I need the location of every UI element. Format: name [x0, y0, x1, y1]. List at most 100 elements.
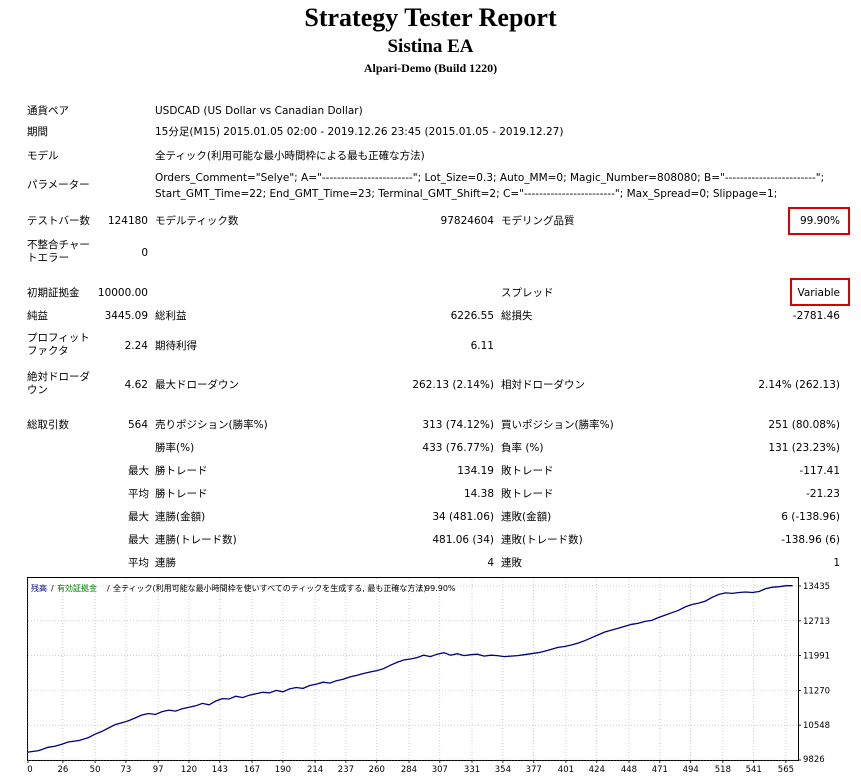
- mismatch-value: 0: [141, 247, 148, 259]
- abs-drawdown-value: 4.62: [124, 379, 148, 391]
- max-cons-count-word: 最大: [128, 534, 149, 546]
- max-cons-losses-label: 連敗(金額): [501, 511, 552, 523]
- rel-drawdown-label: 相対ドローダウン: [501, 379, 585, 391]
- avg-loss-label: 敗トレード: [501, 488, 554, 500]
- x-tick-label: 50: [90, 765, 101, 775]
- bars-label: テストバー数: [27, 215, 90, 227]
- y-tick-label: 11991: [803, 652, 830, 662]
- largest-loss-value: -117.41: [799, 465, 840, 477]
- short-positions-label: 売りポジション(勝率%): [155, 419, 268, 431]
- x-tick-label: 448: [621, 765, 637, 775]
- max-cons-loss-value: -138.96 (6): [781, 534, 840, 546]
- symbol-label: 通貨ペア: [27, 105, 69, 117]
- avg-loss-value: -21.23: [806, 488, 840, 500]
- legend-sep-1: /: [51, 584, 54, 593]
- x-tick-label: 284: [401, 765, 417, 775]
- legend-sep-2: /: [107, 584, 110, 593]
- quality-highlight-box: [788, 207, 850, 235]
- max-cons-loss-label: 連敗(トレード数): [501, 534, 583, 546]
- x-tick-label: 401: [558, 765, 574, 775]
- gross-loss-label: 総損失: [501, 310, 533, 322]
- rel-drawdown-value: 2.14% (262.13): [758, 379, 840, 391]
- total-trades-label: 総取引数: [27, 419, 69, 431]
- period-label: 期間: [27, 126, 48, 138]
- mismatch-label: 不整合チャートエラー: [27, 239, 90, 264]
- max-cons-losses-value: 6 (-138.96): [781, 511, 840, 523]
- profit-factor-label: プロフィットファクタ: [27, 332, 90, 357]
- max-drawdown-label: 最大ドローダウン: [155, 379, 239, 391]
- x-tick-label: 377: [526, 765, 542, 775]
- model-value: 全ティック(利用可能な最小時間枠による最も正確な方法): [155, 150, 425, 162]
- spread-highlight-box: [790, 278, 850, 306]
- params-line-1: Orders_Comment="Selye"; A="-------------…: [155, 172, 825, 184]
- max-drawdown-value: 262.13 (2.14%): [412, 379, 494, 391]
- x-tick-label: 26: [57, 765, 68, 775]
- quality-value: 99.90%: [799, 215, 840, 227]
- long-positions-value: 251 (80.08%): [768, 419, 840, 431]
- x-tick-label: 494: [683, 765, 699, 775]
- legend-sep-3: /: [419, 584, 422, 593]
- report-subtitle: Sistina EA: [387, 36, 474, 57]
- largest-profit-label: 勝トレード: [155, 465, 208, 477]
- largest-profit-value: 134.19: [457, 465, 494, 477]
- average-word: 平均: [128, 488, 149, 500]
- ticks-label: モデルティック数: [155, 215, 239, 227]
- loss-trades-value: 131 (23.23%): [768, 442, 840, 454]
- avg-cons-wins-label: 連勝: [155, 557, 176, 569]
- x-tick-label: 73: [121, 765, 132, 775]
- max-cons-wins-label: 連勝(金額): [155, 511, 206, 523]
- x-tick-label: 97: [153, 765, 164, 775]
- x-tick-label: 143: [212, 765, 228, 775]
- short-positions-value: 313 (74.12%): [422, 419, 494, 431]
- x-tick-label: 190: [275, 765, 291, 775]
- model-label: モデル: [27, 150, 59, 162]
- legend-quality: 99.90%: [425, 584, 456, 593]
- net-profit-label: 純益: [27, 310, 48, 322]
- x-tick-label: 471: [652, 765, 668, 775]
- profit-trades-label: 勝率(%): [155, 442, 195, 454]
- plot-frame: [27, 577, 799, 761]
- x-tick-label: 260: [369, 765, 385, 775]
- expected-payoff-label: 期待利得: [155, 340, 197, 352]
- gross-profit-label: 総利益: [155, 310, 187, 322]
- y-tick-label: 9826: [803, 755, 825, 765]
- legend-model: 全ティック(利用可能な最小時間枠を使いすべてのティックを生成する, 最も正確な方…: [113, 583, 426, 593]
- params-label: パラメーター: [27, 179, 90, 191]
- abs-drawdown-label: 絶対ドローダウン: [27, 371, 90, 396]
- bars-value: 124180: [107, 215, 148, 227]
- long-positions-label: 買いポジション(勝率%): [501, 419, 614, 431]
- spread-label: スプレッド: [501, 287, 554, 299]
- legend-balance: 残高: [31, 583, 47, 593]
- spread-value: Variable: [797, 287, 840, 299]
- largest-word: 最大: [128, 465, 149, 477]
- balance-chart: 0 26 50 73 97 120 143 167 190 214 237 260 284 307 331 3…: [27, 577, 830, 775]
- y-tick-label: 11270: [803, 686, 830, 696]
- max-cons-wins-value: 34 (481.06): [432, 511, 494, 523]
- x-tick-label: 237: [338, 765, 354, 775]
- gross-loss-value: -2781.46: [792, 310, 840, 322]
- balance-line: [27, 585, 793, 753]
- expected-payoff-value: 6.11: [470, 340, 494, 352]
- loss-trades-label: 負率 (%): [501, 442, 544, 454]
- total-trades-value: 564: [127, 419, 148, 431]
- report-title: Strategy Tester Report: [304, 3, 557, 32]
- avg-profit-label: 勝トレード: [155, 488, 208, 500]
- avg-cons-wins-value: 4: [487, 557, 494, 569]
- x-tick-label: 307: [432, 765, 448, 775]
- legend-equity: 有効証拠金: [57, 583, 97, 593]
- x-tick-label: 331: [464, 765, 480, 775]
- report-build: Alpari-Demo (Build 1220): [363, 61, 498, 75]
- params-line-2: Start_GMT_Time=22; End_GMT_Time=23; Term…: [155, 188, 778, 200]
- x-tick-label: 167: [244, 765, 260, 775]
- y-tick-label: 10548: [803, 721, 830, 731]
- x-tick-label: 565: [778, 765, 794, 775]
- ticks-value: 97824604: [440, 215, 494, 227]
- period-value: 15分足(M15) 2015.01.05 02:00 - 2019.12.26 …: [155, 126, 564, 138]
- deposit-label: 初期証拠金: [27, 287, 80, 299]
- symbol-value: USDCAD (US Dollar vs Canadian Dollar): [155, 105, 363, 117]
- x-tick-label: 354: [495, 765, 511, 775]
- y-tick-label: 12713: [803, 617, 830, 627]
- x-tick-label: 120: [181, 765, 197, 775]
- profit-factor-value: 2.24: [124, 340, 148, 352]
- quality-label: モデリング品質: [501, 215, 575, 227]
